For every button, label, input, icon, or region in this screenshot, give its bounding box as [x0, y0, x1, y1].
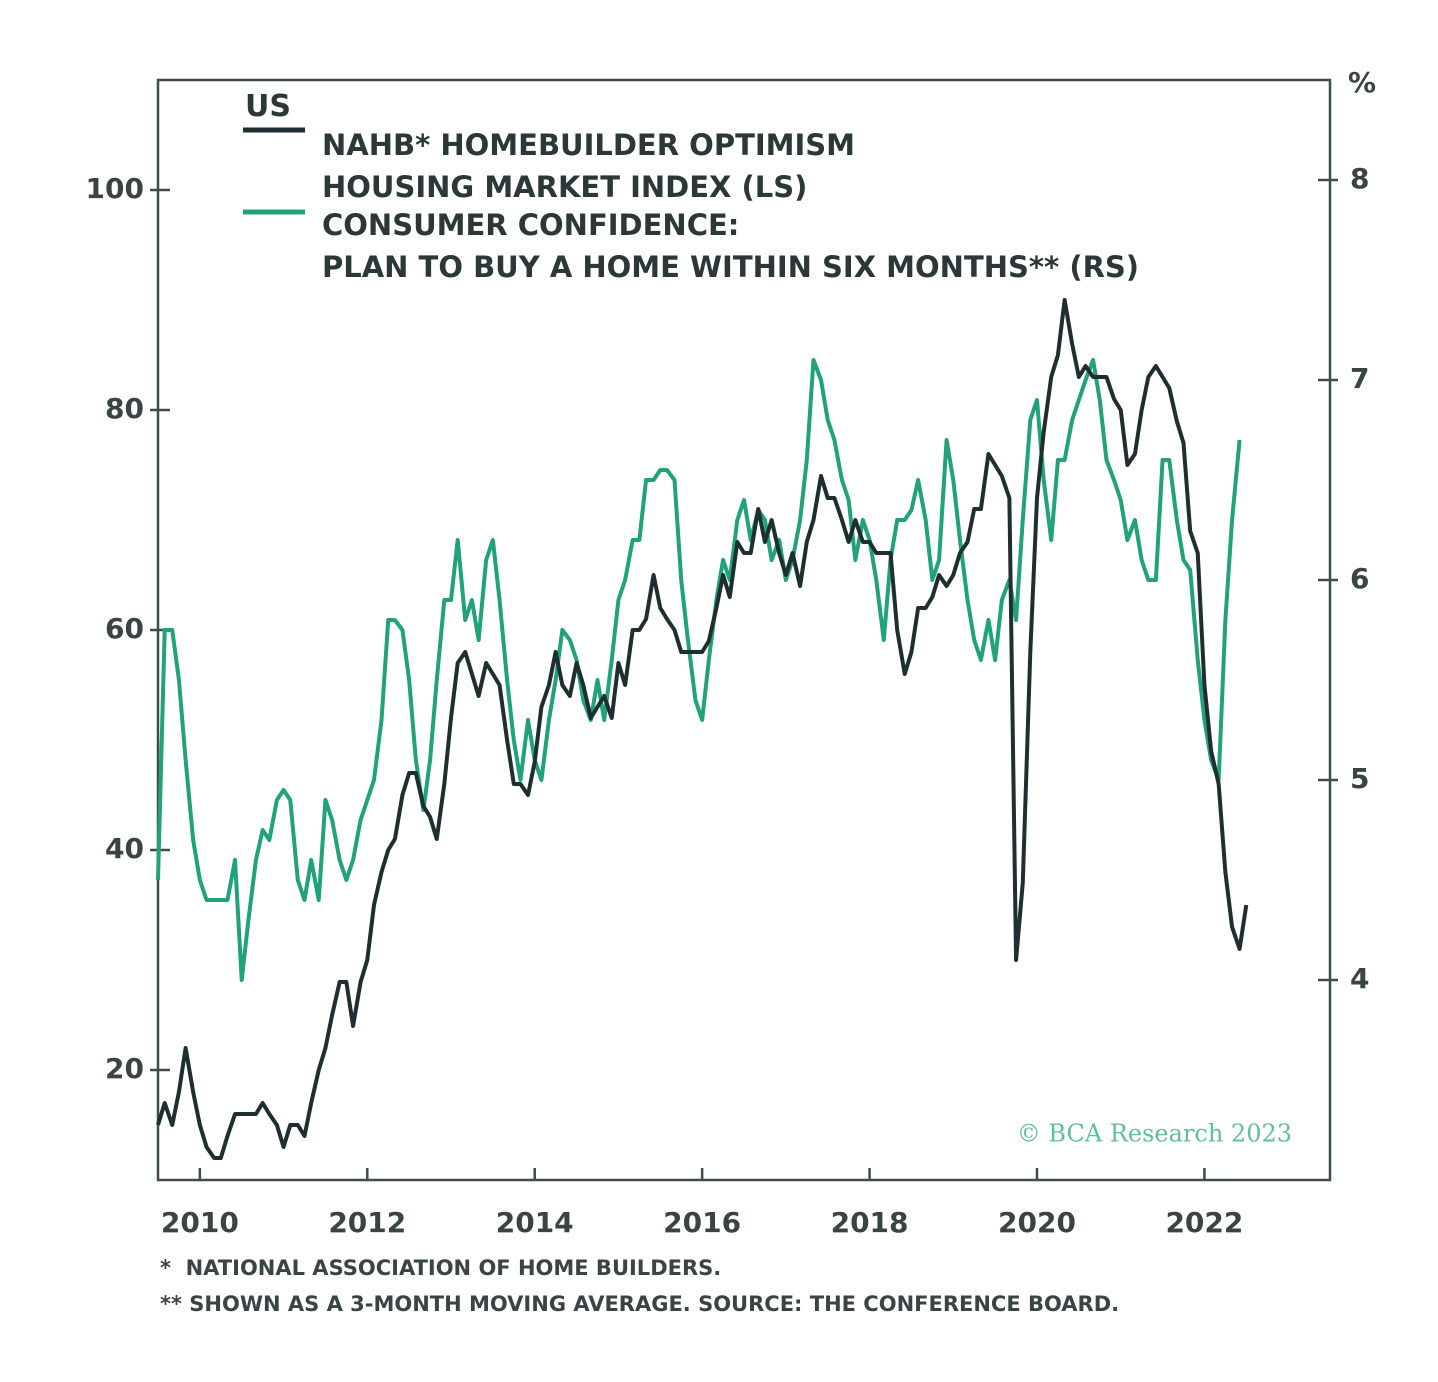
y-tick-label: 60 [105, 612, 144, 645]
x-tick-label: 2014 [496, 1206, 574, 1239]
y-tick-label: 100 [86, 172, 144, 205]
legend-label: CONSUMER CONFIDENCE: PLAN TO BUY A HOME … [322, 208, 1140, 284]
chart-title: US [245, 89, 291, 124]
y2-tick-label: 6 [1350, 562, 1369, 595]
watermark: © BCA Research 2023 [1017, 1120, 1292, 1148]
series-line [156, 298, 1249, 1160]
y2-axis-label: % [1348, 66, 1376, 99]
series-line [156, 358, 1242, 982]
y2-tick-label: 7 [1350, 362, 1369, 395]
y2-tick-label: 4 [1350, 962, 1369, 995]
legend-label: NAHB* HOMEBUILDER OPTIMISM HOUSING MARKE… [322, 128, 856, 204]
y-tick-label: 80 [105, 392, 144, 425]
x-tick-label: 2018 [831, 1206, 909, 1239]
x-tick-label: 2012 [328, 1206, 406, 1239]
y2-tick-label: 5 [1350, 762, 1369, 795]
x-tick-label: 2010 [161, 1206, 239, 1239]
x-tick-label: 2016 [663, 1206, 741, 1239]
y-tick-label: 40 [105, 832, 144, 865]
x-tick-label: 2020 [998, 1206, 1076, 1239]
y-tick-label: 20 [105, 1052, 144, 1085]
x-tick-label: 2022 [1165, 1206, 1243, 1239]
y2-tick-label: 8 [1350, 162, 1369, 195]
footnote: * NATIONAL ASSOCIATION OF HOME BUILDERS. [160, 1256, 722, 1280]
footnote: ** SHOWN AS A 3-MONTH MOVING AVERAGE. SO… [160, 1292, 1120, 1316]
